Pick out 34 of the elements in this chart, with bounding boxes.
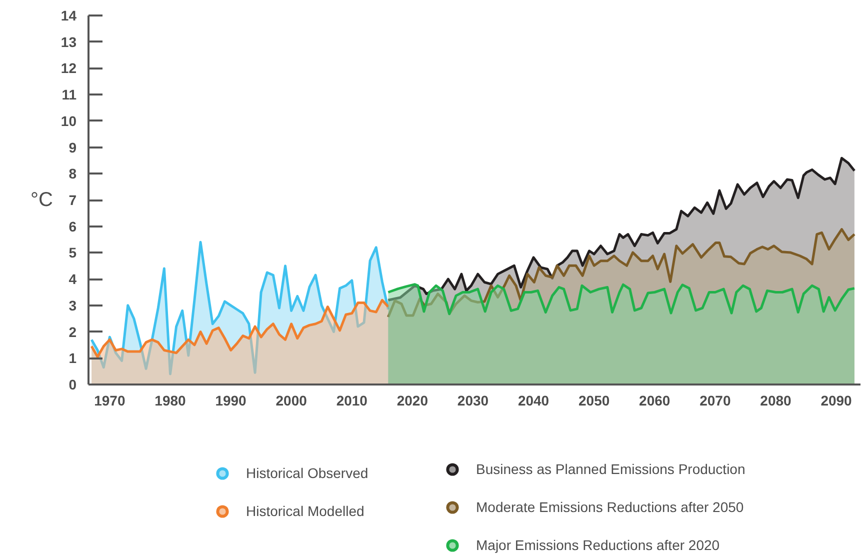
x-tick-label: 2080: [760, 392, 792, 408]
legend-label: Major Emissions Reductions after 2020: [476, 537, 720, 553]
y-tick-label: 1: [68, 350, 77, 366]
y-tick-label: 0: [68, 376, 77, 392]
y-tick-label: 6: [68, 218, 77, 234]
y-tick-label: 3: [68, 297, 77, 314]
x-tick-label: 1980: [154, 392, 186, 408]
legend-label: Historical Modelled: [246, 503, 364, 519]
x-tick-label: 2050: [578, 392, 610, 408]
x-tick-label: 2030: [457, 392, 489, 408]
x-tick-label: 2040: [518, 392, 550, 408]
y-tick-label: 8: [68, 166, 77, 182]
y-tick-label: 2: [68, 324, 77, 340]
y-tick-label: 11: [62, 86, 77, 103]
x-tick-label: 2010: [336, 392, 368, 408]
legend-label: Historical Observed: [246, 465, 368, 481]
x-tick-label: 2020: [396, 392, 428, 408]
x-tick-label: 1970: [94, 392, 126, 408]
y-tick-label: 7: [68, 192, 77, 208]
x-tick-label: 2000: [276, 392, 308, 408]
x-tick-label: 1990: [215, 392, 247, 408]
legend-label: Moderate Emissions Reductions after 2050: [476, 499, 744, 515]
x-tick-label: 2060: [639, 392, 670, 408]
y-tick-label: 10: [60, 112, 77, 129]
legend-label: Business as Planned Emissions Production: [476, 461, 746, 477]
x-tick-label: 2090: [820, 392, 852, 408]
y-tick-label: 4: [68, 271, 77, 288]
y-tick-label: 14: [60, 8, 77, 24]
y-axis-title: °C: [30, 189, 53, 211]
x-tick-label: 2070: [700, 392, 731, 408]
y-tick-label: 12: [60, 60, 77, 76]
y-tick-label: 9: [68, 139, 77, 156]
y-tick-label: 5: [68, 244, 77, 261]
y-tick-label: 13: [60, 34, 77, 50]
